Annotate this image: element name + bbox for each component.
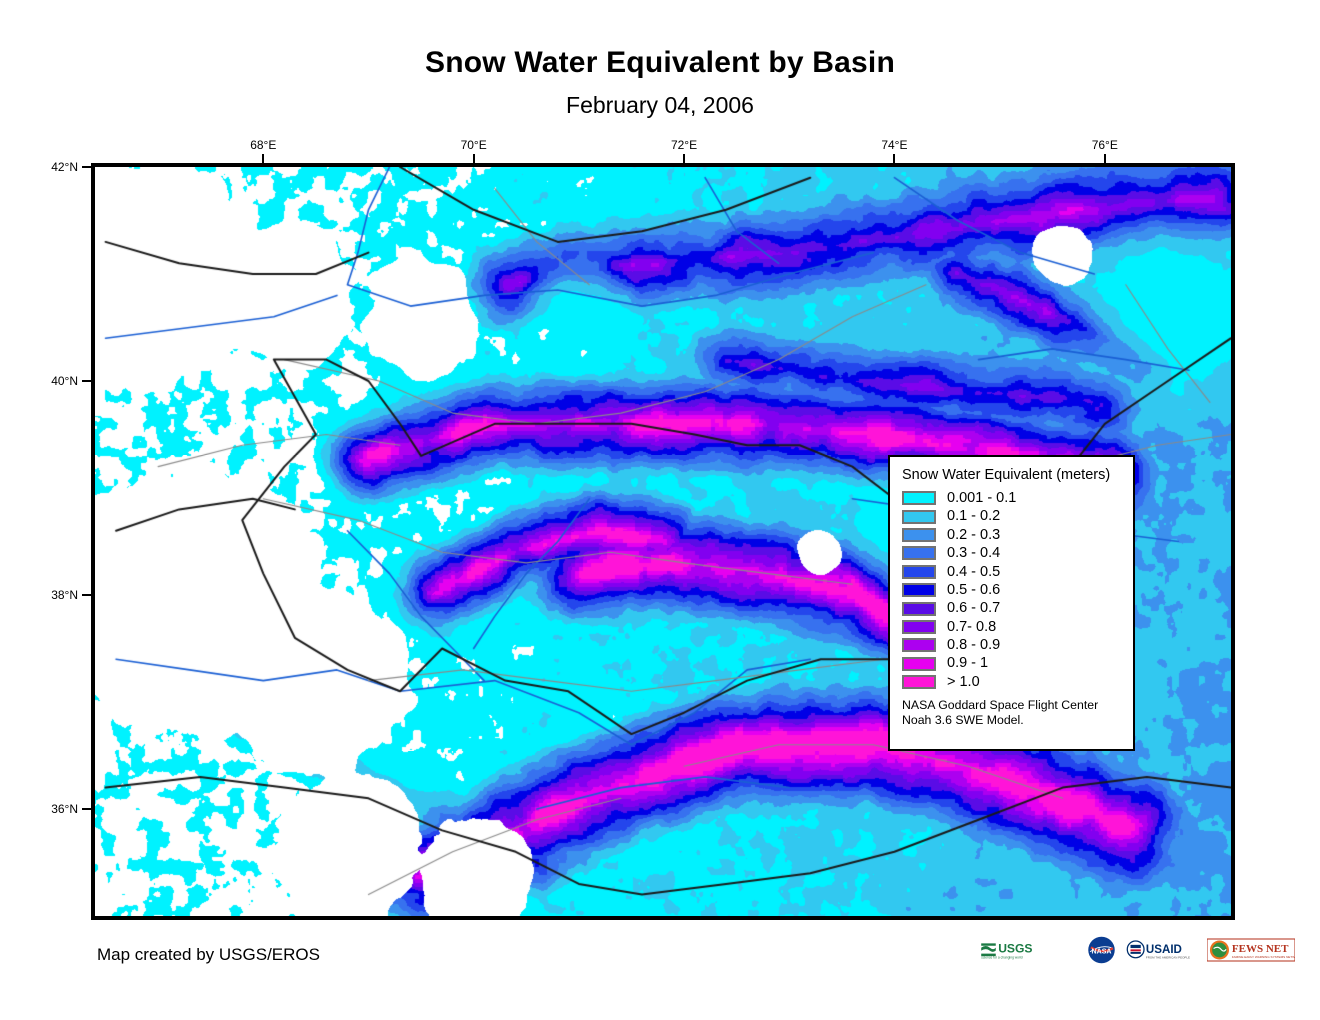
legend-row: 0.8 - 0.9 bbox=[902, 636, 1123, 654]
legend-swatch bbox=[902, 675, 936, 690]
lat-tick bbox=[82, 808, 91, 810]
lat-tick bbox=[82, 166, 91, 168]
legend-credit: NASA Goddard Space Flight Center Noah 3.… bbox=[902, 698, 1123, 728]
svg-text:science for a changing world: science for a changing world bbox=[981, 955, 1023, 959]
lon-tick bbox=[262, 154, 265, 163]
legend-row: > 1.0 bbox=[902, 673, 1123, 691]
page-subtitle: February 04, 2006 bbox=[566, 92, 754, 118]
lat-tick-label: 38°N bbox=[51, 588, 78, 602]
legend-swatch bbox=[902, 564, 936, 579]
lat-tick-label: 36°N bbox=[51, 802, 78, 816]
svg-text:USAID: USAID bbox=[1146, 944, 1182, 956]
legend-title: Snow Water Equivalent (meters) bbox=[902, 467, 1111, 483]
legend-label: 0.1 - 0.2 bbox=[947, 508, 1001, 525]
footer-credit: Map created by USGS/EROS bbox=[97, 945, 320, 964]
legend-credit-line2: Noah 3.6 SWE Model. bbox=[902, 713, 1024, 728]
lon-tick bbox=[472, 154, 475, 163]
legend-swatch bbox=[902, 527, 936, 542]
lon-tick bbox=[893, 154, 896, 163]
legend-label: 0.7- 0.8 bbox=[947, 618, 997, 635]
fewsnet-logo: FEWS NET FAMINE EARLY WARNING SYSTEMS NE… bbox=[1207, 938, 1295, 962]
usgs-logo: USGS science for a changing world bbox=[981, 941, 1033, 959]
lon-tick-label: 72°E bbox=[670, 138, 698, 152]
legend-row: 0.6 - 0.7 bbox=[902, 599, 1123, 617]
lon-tick-label: 68°E bbox=[250, 138, 277, 152]
legend-swatch bbox=[902, 656, 936, 671]
lat-tick-label: 40°N bbox=[51, 374, 78, 388]
legend-row: 0.001 - 0.1 bbox=[902, 489, 1123, 507]
legend-label: > 1.0 bbox=[947, 673, 980, 690]
legend-row: 0.3 - 0.4 bbox=[902, 544, 1123, 562]
lat-tick bbox=[82, 380, 91, 382]
legend-label: 0.001 - 0.1 bbox=[947, 489, 1017, 506]
legend-row: 0.2 - 0.3 bbox=[902, 526, 1123, 544]
lon-tick bbox=[1103, 154, 1106, 163]
legend-items: 0.001 - 0.1 0.1 - 0.2 0.2 - 0.3 0.3 - 0.4 0.… bbox=[902, 489, 1123, 691]
legend-panel: Snow Water Equivalent (meters) 0.001 - 0… bbox=[888, 455, 1135, 751]
legend-row: 0.4 - 0.5 bbox=[902, 563, 1123, 581]
lat-tick bbox=[82, 594, 91, 596]
svg-text:USGS: USGS bbox=[998, 941, 1032, 955]
legend-swatch bbox=[902, 619, 936, 634]
lon-tick-label: 70°E bbox=[460, 138, 487, 152]
legend-swatch bbox=[902, 638, 936, 653]
legend-label: 0.9 - 1 bbox=[947, 655, 989, 672]
svg-text:FROM THE AMERICAN PEOPLE: FROM THE AMERICAN PEOPLE bbox=[1146, 955, 1190, 959]
legend-swatch bbox=[902, 509, 936, 524]
lon-tick-label: 74°E bbox=[881, 138, 908, 152]
svg-text:FEWS NET: FEWS NET bbox=[1232, 943, 1289, 955]
legend-swatch bbox=[902, 601, 936, 616]
legend-label: 0.5 - 0.6 bbox=[947, 581, 1001, 598]
legend-row: 0.7- 0.8 bbox=[902, 618, 1123, 636]
lon-tick-label: 76°E bbox=[1091, 138, 1118, 152]
legend-label: 0.4 - 0.5 bbox=[947, 563, 1001, 580]
lon-tick bbox=[683, 154, 686, 163]
lat-tick-label: 42°N bbox=[51, 160, 78, 174]
legend-label: 0.8 - 0.9 bbox=[947, 637, 1001, 654]
legend-label: 0.2 - 0.3 bbox=[947, 526, 1001, 543]
legend-row: 0.9 - 1 bbox=[902, 655, 1123, 673]
legend-swatch bbox=[902, 491, 936, 506]
legend-credit-line1: NASA Goddard Space Flight Center bbox=[902, 698, 1099, 713]
legend-label: 0.3 - 0.4 bbox=[947, 545, 1001, 562]
legend-row: 0.5 - 0.6 bbox=[902, 581, 1123, 599]
svg-text:FAMINE EARLY WARNING SYSTEMS N: FAMINE EARLY WARNING SYSTEMS NETWORK bbox=[1232, 955, 1295, 959]
nasa-logo: NASA bbox=[1088, 936, 1115, 964]
legend-swatch bbox=[902, 546, 936, 561]
legend-label: 0.6 - 0.7 bbox=[947, 600, 1001, 617]
page-title: Snow Water Equivalent by Basin bbox=[425, 46, 895, 79]
legend-swatch bbox=[902, 583, 936, 598]
usaid-logo: USAID FROM THE AMERICAN PEOPLE bbox=[1126, 940, 1190, 959]
svg-text:NASA: NASA bbox=[1092, 949, 1112, 956]
agency-logo-bar: USGS science for a changing world NASA U… bbox=[980, 934, 1295, 966]
legend-row: 0.1 - 0.2 bbox=[902, 507, 1123, 525]
